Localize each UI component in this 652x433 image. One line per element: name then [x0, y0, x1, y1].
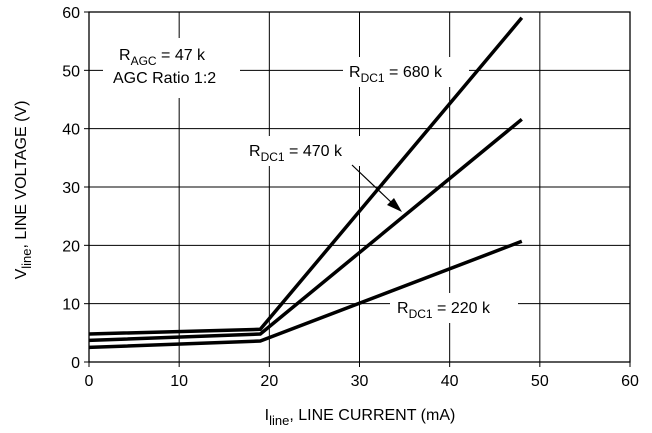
y-tick-label: 0	[71, 355, 80, 372]
x-tick-label: 20	[260, 373, 278, 390]
series-group	[88, 16, 524, 350]
r470-label-bg	[243, 136, 379, 166]
r220-label-bg	[390, 293, 518, 323]
y-tick-label: 10	[62, 297, 80, 314]
series-line-470k	[88, 117, 523, 343]
r470-annotation: RDC1 = 470 k	[249, 143, 343, 164]
y-tick-label: 60	[62, 5, 80, 22]
series-line-680k	[88, 16, 524, 336]
x-tick-label: 30	[351, 373, 369, 390]
x-tick-label: 50	[531, 373, 549, 390]
y-axis: 0 10 20 30 40 50 60	[62, 5, 89, 372]
y-tick-label: 20	[62, 238, 80, 255]
ragc-annotation: RAGC = 47 k	[119, 47, 206, 68]
x-tick-label: 40	[441, 373, 459, 390]
y-tick-label: 50	[62, 63, 80, 80]
y-axis-title: Vline, LINE VOLTAGE (V)	[13, 101, 34, 280]
x-tick-label: 60	[621, 373, 639, 390]
y-tick-label: 40	[62, 122, 80, 139]
x-tick-label: 0	[85, 373, 94, 390]
x-axis: 0 10 20 30 40 50 60	[85, 362, 639, 390]
ragc-label-bg	[103, 38, 240, 98]
series-line-220k	[88, 239, 523, 350]
r220-annotation: RDC1 = 220 k	[397, 300, 491, 321]
x-tick-label: 10	[170, 373, 188, 390]
agc-ratio-annotation: AGC Ratio 1:2	[113, 70, 216, 87]
r680-label-bg	[343, 57, 469, 87]
r470-arrow-line	[351, 164, 393, 204]
r470-arrow-head	[387, 198, 402, 212]
y-tick-label: 30	[62, 180, 80, 197]
x-axis-title: Iline, LINE CURRENT (mA)	[265, 407, 456, 428]
r680-annotation: RDC1 = 680 k	[349, 64, 443, 85]
